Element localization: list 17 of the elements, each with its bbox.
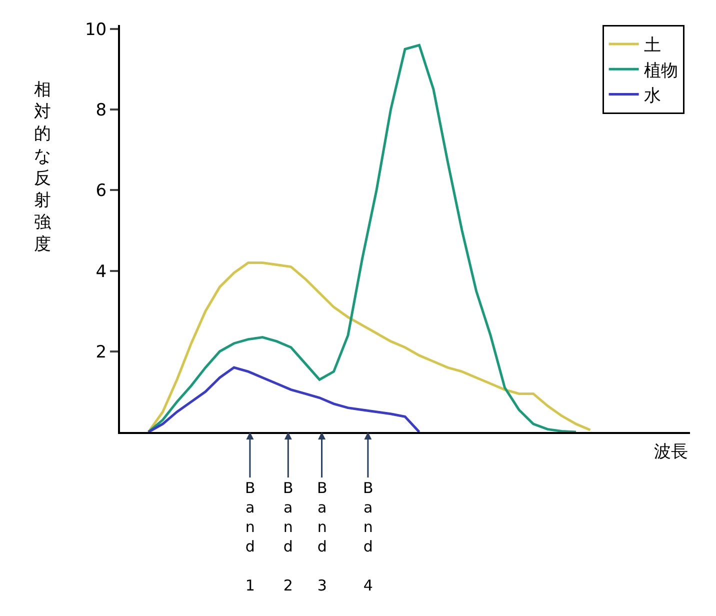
y-tick-label: 8 [96,100,107,121]
line-series [147,44,578,432]
y-tick-label: 4 [96,262,107,282]
text: Band 3 [317,479,328,594]
y-tick-label: 2 [96,342,107,362]
y-tick-label: 10 [84,20,107,40]
text: Band 1 [245,479,256,594]
x-axis-title: 波長 [654,442,688,462]
legend-label: 植物 [644,60,678,81]
legend-label: 水 [644,86,661,106]
legend-label: 土 [644,36,661,56]
y-axis-title: 相対的な反射強度 [34,80,51,255]
line-series [147,366,420,432]
line-series [147,262,592,432]
text: Band 4 [363,479,374,594]
y-tick-label: 6 [96,181,107,202]
text: Band 2 [283,479,294,594]
